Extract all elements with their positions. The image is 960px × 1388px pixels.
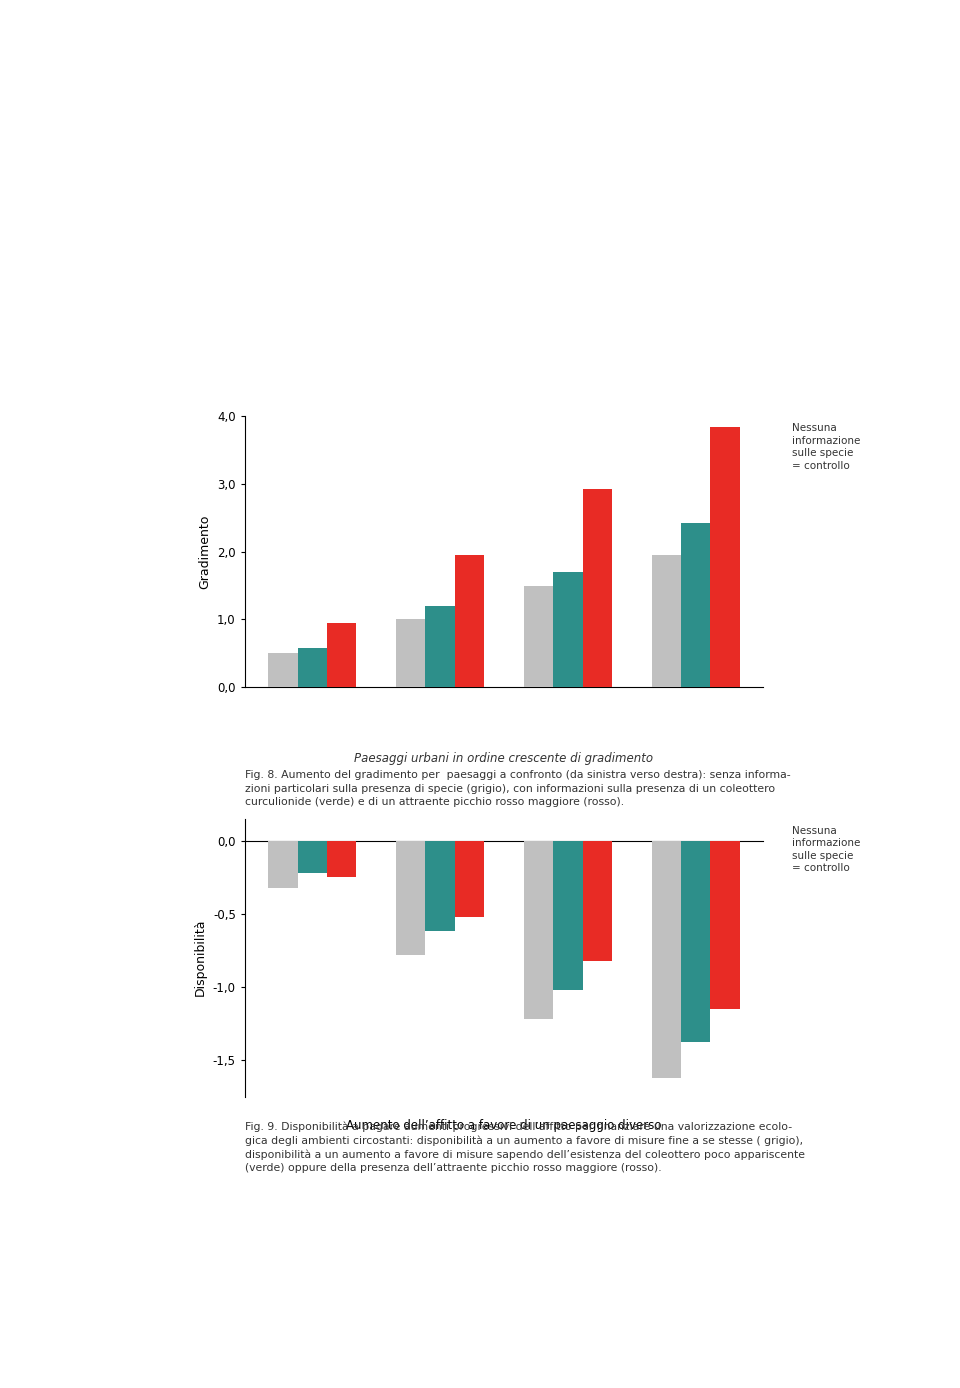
Bar [327,623,356,687]
Y-axis label: Disponibilità: Disponibilità [194,919,207,997]
Bar [269,841,298,887]
Text: Nessuna
informazione
sulle specie
= controllo: Nessuna informazione sulle specie = cont… [792,423,860,471]
Bar [396,841,425,955]
Text: Fig. 8. Aumento del gradimento per  paesaggi a confronto (da sinistra verso dest: Fig. 8. Aumento del gradimento per paesa… [245,770,790,806]
Bar [652,841,681,1077]
Bar [652,555,681,687]
Text: Paesaggi urbani in ordine crescente di gradimento: Paesaggi urbani in ordine crescente di g… [354,752,654,765]
Bar [681,841,710,1042]
Bar [425,605,455,687]
Bar [298,841,327,873]
X-axis label: Aumento dell’affitto a favore di un paesaggio diverso: Aumento dell’affitto a favore di un paes… [347,1119,661,1131]
Bar [583,490,612,687]
Bar [710,841,739,1009]
Bar [455,555,484,687]
Text: Fig. 9. Disponibilità a pagare aumenti progressivi dell’affitto per finanziare u: Fig. 9. Disponibilità a pagare aumenti p… [245,1122,804,1173]
Bar [583,841,612,960]
Bar [298,648,327,687]
Bar [425,841,455,931]
Text: Nessuna
informazione
sulle specie
= controllo: Nessuna informazione sulle specie = cont… [792,826,860,873]
Bar [455,841,484,917]
Bar [710,426,739,687]
Bar [553,841,583,990]
Bar [524,841,553,1019]
Bar [553,572,583,687]
Bar [269,654,298,687]
Y-axis label: Gradimento: Gradimento [199,515,211,589]
Bar [681,523,710,687]
Bar [396,619,425,687]
Bar [524,586,553,687]
Bar [327,841,356,877]
